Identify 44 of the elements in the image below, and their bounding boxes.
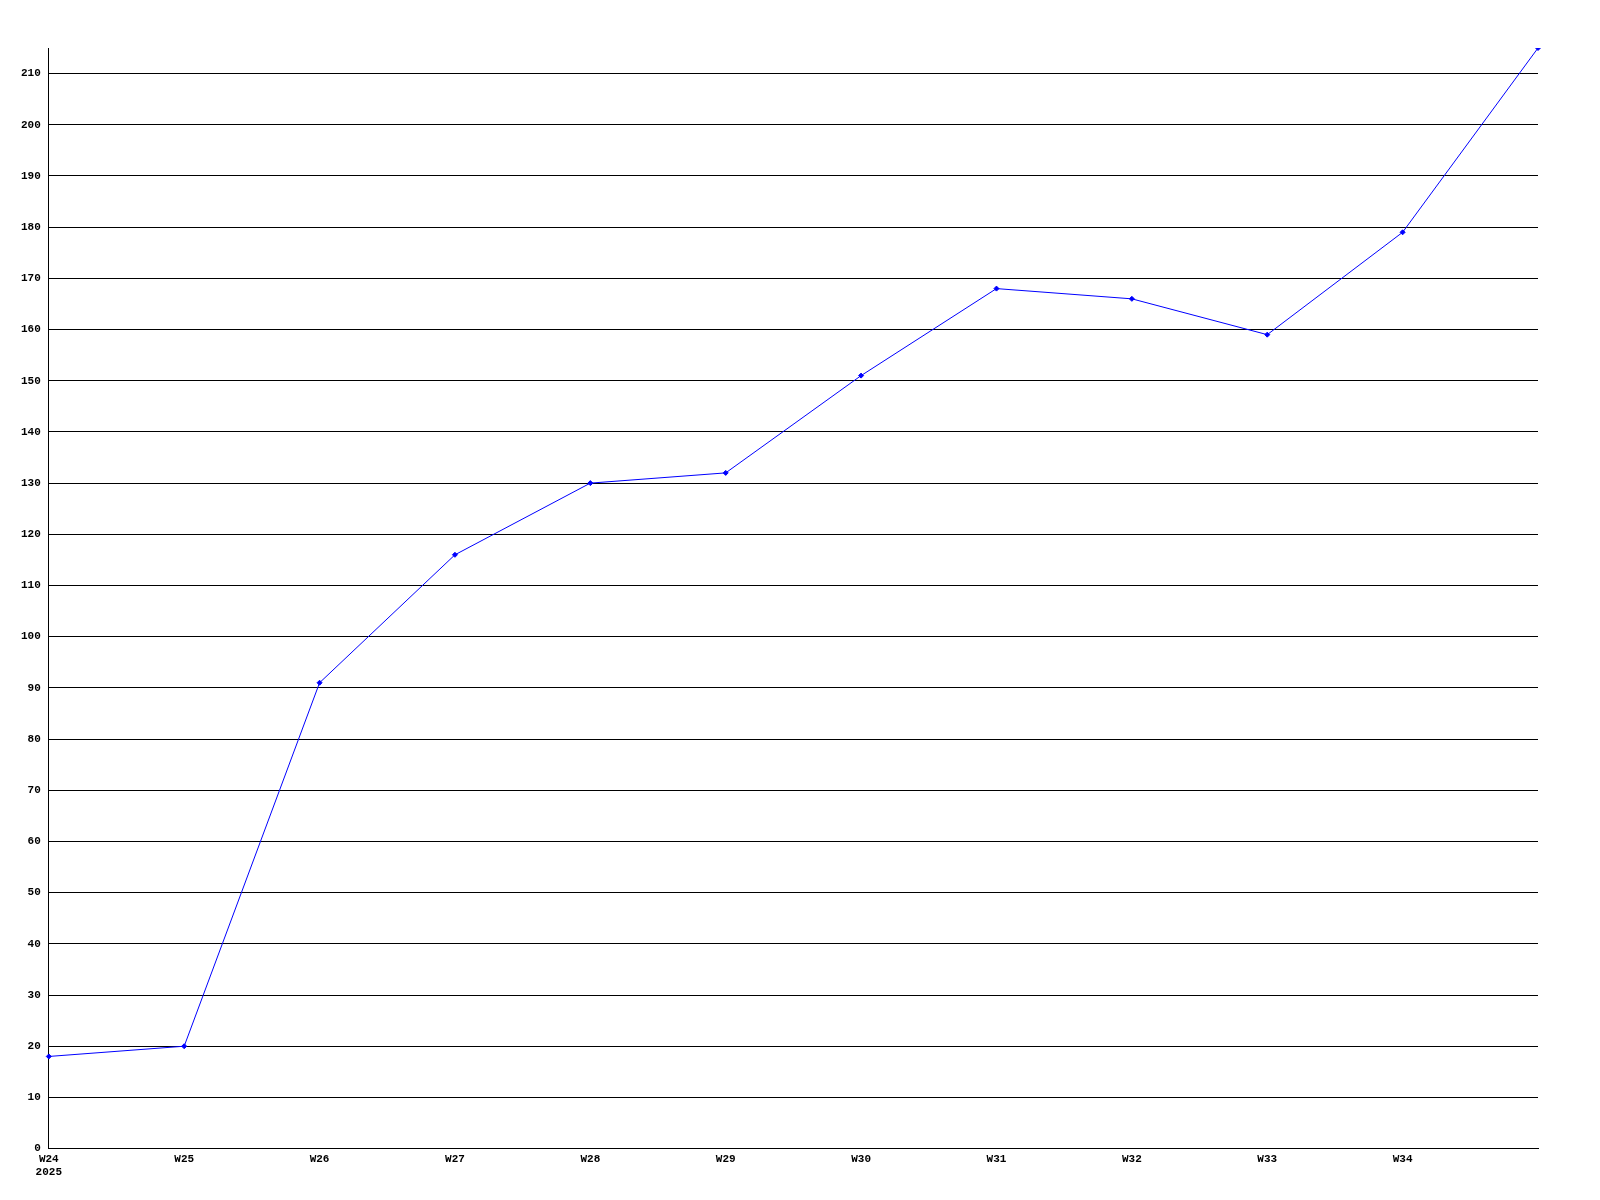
y-tick-label: 10 [27, 1091, 41, 1104]
x-tick-label: W33 [1257, 1152, 1278, 1165]
x-tick-label: W25 [174, 1152, 195, 1165]
y-tick-label: 30 [27, 988, 41, 1001]
point [1128, 295, 1135, 302]
point [181, 1043, 188, 1050]
y-tick-label: 70 [27, 784, 41, 797]
y-tick-label: 80 [27, 732, 41, 745]
y-tick-label: 190 [20, 169, 41, 182]
y-tick-label: 90 [27, 681, 41, 694]
y-tick-label: 130 [20, 476, 41, 489]
point [993, 285, 1000, 292]
y-tick-label: 150 [20, 374, 41, 387]
point [1399, 229, 1406, 236]
y-tick-label: 0 [34, 1142, 41, 1155]
y-tick-label: 210 [20, 67, 41, 80]
x-tick-label: W32 [1121, 1152, 1142, 1165]
x-tick-label: W28 [580, 1152, 601, 1165]
point [45, 1053, 52, 1060]
y-tick-label: 110 [20, 579, 41, 592]
y-tick-label: 100 [20, 630, 41, 643]
y-tick-label: 40 [27, 937, 41, 950]
x-tick-label: W24 2025 [35, 1152, 63, 1179]
y-tick-label: 200 [20, 118, 41, 131]
x-tick-label: W30 [851, 1152, 871, 1165]
point [1264, 331, 1271, 338]
point [722, 469, 729, 476]
x-tick-label: W31 [986, 1152, 1007, 1165]
y-tick-label: 120 [20, 528, 41, 541]
x-tick-label: W26 [309, 1152, 330, 1165]
y-tick-label: 160 [20, 323, 41, 336]
y-tick-label: 20 [27, 1039, 41, 1052]
x-tick-label: W27 [445, 1152, 465, 1165]
y-tick-label: 50 [27, 886, 41, 899]
y-tick-label: 140 [20, 425, 41, 438]
x-tick-label: W29 [715, 1152, 736, 1165]
y-tick-label: 180 [20, 220, 41, 233]
point [316, 679, 323, 686]
y-tick-label: 60 [27, 835, 41, 848]
point [858, 372, 865, 379]
point [587, 480, 594, 487]
point [451, 551, 458, 558]
y-tick-label: 170 [20, 272, 41, 285]
x-tick-label: W34 [1392, 1152, 1413, 1165]
